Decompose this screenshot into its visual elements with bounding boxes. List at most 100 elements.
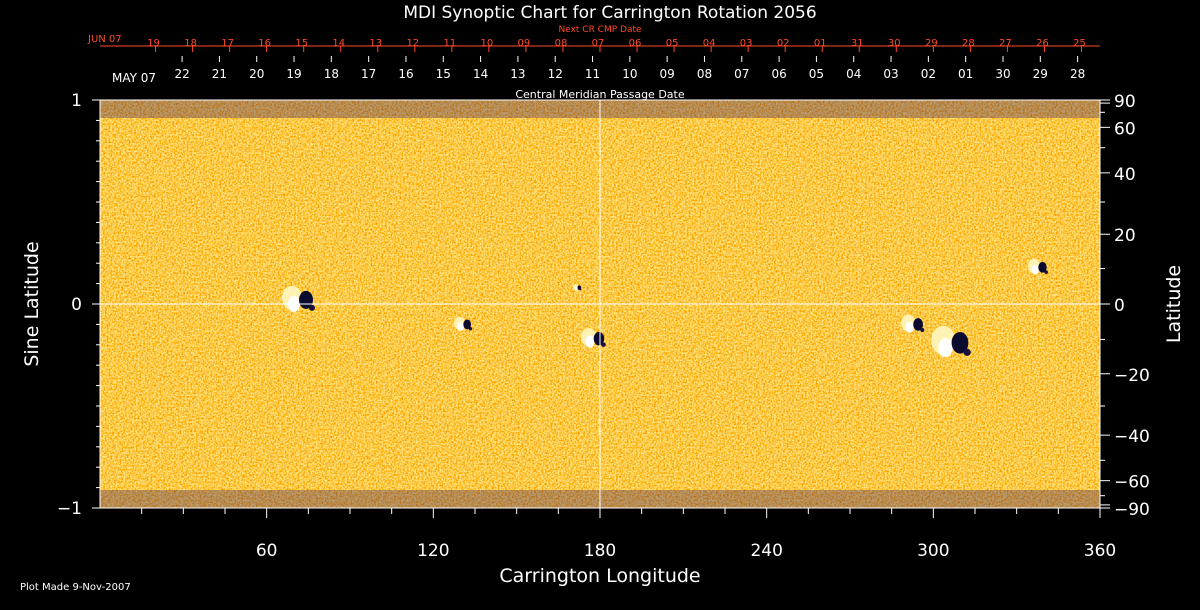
cmp-tick-label: 11 bbox=[585, 67, 600, 81]
next-cmp-tick-label: 06 bbox=[629, 38, 642, 49]
negative-fragment bbox=[920, 327, 925, 333]
y-tick-label-right: −40 bbox=[1114, 427, 1150, 447]
negative-fragment bbox=[580, 288, 582, 291]
cmp-tick-label: 28 bbox=[1070, 67, 1085, 81]
x-tick-label: 300 bbox=[917, 541, 949, 561]
y-tick-label-right: −20 bbox=[1114, 366, 1150, 386]
active-region bbox=[901, 314, 925, 333]
x-axis: 60 120 180 240 300 360 bbox=[141, 508, 1116, 561]
central-meridian-date-title: Central Meridian Passage Date bbox=[515, 88, 684, 101]
positive-core bbox=[938, 337, 953, 358]
next-cmp-tick-label: 01 bbox=[814, 38, 827, 49]
cmp-tick-label: 30 bbox=[995, 67, 1010, 81]
next-cmp-tick-label: 28 bbox=[962, 38, 975, 49]
cmp-tick-label: 04 bbox=[846, 67, 861, 81]
negative-polarity bbox=[463, 319, 472, 330]
y-tick-label-right: 20 bbox=[1114, 226, 1136, 246]
cmp-tick-label: 06 bbox=[771, 67, 786, 81]
active-region bbox=[580, 328, 606, 348]
cmp-first-label: MAY 07 bbox=[112, 71, 156, 85]
negative-polarity bbox=[913, 318, 923, 331]
next-cmp-tick-label: 26 bbox=[1036, 38, 1049, 49]
active-regions bbox=[282, 258, 1048, 358]
central-meridian-date-axis: MAY 07 22 21 20 19 18 17 16 15 14 13 12 11 10 09 08 07 06… bbox=[112, 56, 1085, 85]
y-axis-label-right: Latitude bbox=[1163, 265, 1185, 343]
negative-fragment bbox=[468, 327, 473, 331]
y-tick-label-right: 40 bbox=[1114, 165, 1136, 185]
positive-core bbox=[585, 335, 595, 348]
cmp-tick-label: 02 bbox=[921, 67, 936, 81]
chart-title: MDI Synoptic Chart for Carrington Rotati… bbox=[403, 3, 816, 23]
cmp-tick-label: 19 bbox=[286, 67, 301, 81]
x-tick-label: 180 bbox=[584, 541, 616, 561]
cmp-tick-label: 03 bbox=[883, 67, 898, 81]
next-cmp-tick-label: 11 bbox=[443, 38, 456, 49]
next-cmp-tick-label: 30 bbox=[888, 38, 901, 49]
cmp-tick-label: 01 bbox=[958, 67, 973, 81]
grid-lines bbox=[100, 100, 1100, 508]
next-cmp-tick-label: 02 bbox=[777, 38, 790, 49]
negative-fragment bbox=[963, 348, 971, 356]
y-tick-label-right: −60 bbox=[1114, 473, 1150, 493]
cmp-tick-label: 16 bbox=[398, 67, 413, 81]
x-axis-label: Carrington Longitude bbox=[499, 565, 700, 587]
next-cmp-date-title: Next CR CMP Date bbox=[558, 25, 642, 35]
negative-fragment bbox=[1044, 270, 1048, 274]
next-cmp-tick-label: 27 bbox=[999, 38, 1012, 49]
next-cmp-tick-label: 13 bbox=[369, 38, 382, 49]
next-cmp-tick-label: 08 bbox=[555, 38, 568, 49]
cmp-tick-label: 21 bbox=[212, 67, 227, 81]
cmp-tick-label: 22 bbox=[174, 67, 189, 81]
next-cmp-tick-label: 17 bbox=[221, 38, 234, 49]
next-cmp-tick-label: 18 bbox=[184, 38, 197, 49]
next-cmp-tick-label: 31 bbox=[851, 38, 864, 49]
next-cmp-tick-label: 12 bbox=[406, 38, 419, 49]
positive-core bbox=[574, 286, 578, 291]
positive-core bbox=[1031, 264, 1039, 275]
next-cmp-tick-label: 09 bbox=[518, 38, 531, 49]
negative-fragment bbox=[309, 304, 315, 311]
active-region bbox=[453, 316, 473, 331]
next-cmp-tick-label: 05 bbox=[666, 38, 679, 49]
y-tick-label-right: 90 bbox=[1114, 92, 1136, 112]
cmp-tick-label: 14 bbox=[473, 67, 488, 81]
cmp-tick-label: 20 bbox=[249, 67, 264, 81]
cmp-tick-label: 29 bbox=[1033, 67, 1048, 81]
cmp-tick-label: 12 bbox=[548, 67, 563, 81]
negative-polarity bbox=[577, 285, 582, 290]
cmp-tick-label: 18 bbox=[324, 67, 339, 81]
cmp-tick-label: 07 bbox=[734, 67, 749, 81]
y-tick-label-right: 60 bbox=[1114, 119, 1136, 139]
y-tick-label-left: 0 bbox=[71, 295, 82, 315]
next-cmp-tick-label: 15 bbox=[295, 38, 308, 49]
negative-polarity bbox=[1038, 261, 1047, 273]
negative-fragment bbox=[601, 342, 606, 347]
y-tick-label-right: −90 bbox=[1114, 500, 1150, 520]
next-cmp-tick-label: 19 bbox=[147, 38, 160, 49]
y-tick-label-right: 0 bbox=[1114, 296, 1125, 316]
negative-polarity bbox=[951, 331, 969, 354]
x-tick-label: 60 bbox=[256, 541, 278, 561]
cmp-tick-label: 08 bbox=[697, 67, 712, 81]
cmp-tick-label: 05 bbox=[809, 67, 824, 81]
next-cmp-tick-label: 16 bbox=[258, 38, 271, 49]
next-cmp-tick-label: 03 bbox=[740, 38, 753, 49]
y-axis-left: 1 0 −1 bbox=[57, 91, 100, 519]
next-cmp-first-label: JUN 07 bbox=[87, 34, 122, 45]
positive-core bbox=[457, 322, 464, 331]
cmp-tick-label: 09 bbox=[660, 67, 675, 81]
next-cmp-tick-label: 29 bbox=[925, 38, 938, 49]
next-cmp-date-axis: JUN 07 19 18 17 16 15 14 13 12 11 10 09 08 07 06 05 04 03… bbox=[87, 34, 1100, 52]
positive-core bbox=[905, 321, 914, 333]
plot-made-footer: Plot Made 9-Nov-2007 bbox=[20, 582, 131, 593]
x-tick-label: 120 bbox=[417, 541, 449, 561]
y-axis-right: 90 60 40 20 0 −20 −40 −60 −90 bbox=[1100, 92, 1150, 520]
next-cmp-tick-label: 25 bbox=[1073, 38, 1086, 49]
cmp-tick-label: 17 bbox=[361, 67, 376, 81]
y-tick-label-left: −1 bbox=[57, 499, 82, 519]
y-tick-label-left: 1 bbox=[71, 91, 82, 111]
next-cmp-tick-label: 10 bbox=[481, 38, 494, 49]
cmp-tick-label: 15 bbox=[436, 67, 451, 81]
active-region bbox=[931, 325, 971, 358]
